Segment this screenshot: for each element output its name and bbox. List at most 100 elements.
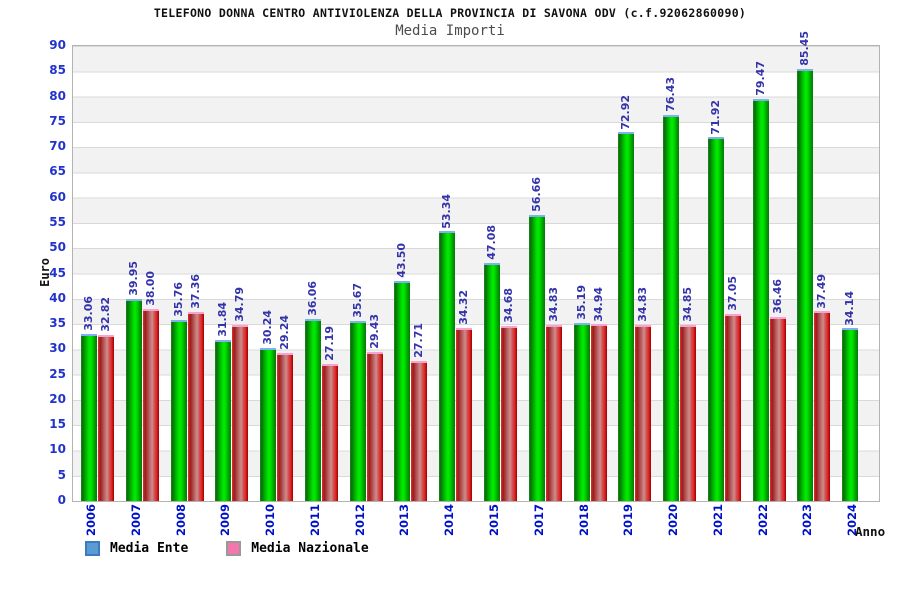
bar-group-2021: 71.92 37.05 <box>700 46 745 501</box>
value-label-media-ente-2013: 43.50 <box>395 243 409 279</box>
bar-media-nazionale-2009[interactable] <box>232 325 249 501</box>
x-tick-2021: 2021 <box>710 504 725 537</box>
bar-media-ente-2011[interactable] <box>304 318 321 501</box>
bar-media-nazionale-2011[interactable] <box>321 363 338 501</box>
bar-media-nazionale-2006[interactable] <box>98 335 114 501</box>
bar-media-ente-2024[interactable] <box>842 328 859 501</box>
bar-media-ente-2021[interactable] <box>707 137 724 501</box>
bar-media-nazionale-2007[interactable] <box>142 308 159 501</box>
bar-group-2013: 43.50 27.71 <box>386 46 431 501</box>
value-label-media-nazionale-2011: 27.19 <box>322 325 336 361</box>
value-label-media-nazionale-2007: 38.00 <box>143 271 157 306</box>
legend-item-media-nazionale[interactable]: Media Nazionale <box>226 541 369 556</box>
bar-group-2015: 47.08 34.68 <box>476 46 521 501</box>
bar-media-ente-2009[interactable] <box>215 340 232 501</box>
bar-group-2012: 35.67 29.43 <box>342 46 387 501</box>
bar-media-nazionale-2008[interactable] <box>187 312 204 501</box>
bar-media-ente-2014[interactable] <box>439 231 456 501</box>
y-tick-90: 90 <box>49 38 66 52</box>
y-tick-15: 15 <box>49 417 66 432</box>
value-label-media-ente-2023: 85.45 <box>798 31 812 67</box>
value-label-media-nazionale-2013: 27.71 <box>412 323 426 358</box>
y-tick-60: 60 <box>49 189 66 204</box>
x-tick-2019: 2019 <box>621 504 636 537</box>
legend-label: Media Ente <box>110 541 189 556</box>
value-label-media-nazionale-2019: 34.83 <box>636 287 650 322</box>
value-label-media-nazionale-2023: 37.49 <box>815 273 829 309</box>
bar-group-2024: 34.14 <box>834 46 879 501</box>
chart-title: TELEFONO DONNA CENTRO ANTIVIOLENZA DELLA… <box>153 6 747 20</box>
x-tick-2017: 2017 <box>531 504 546 537</box>
value-label-media-nazionale-2021: 37.05 <box>725 275 739 311</box>
value-label-media-ente-2010: 30.24 <box>261 310 275 346</box>
x-tick-2020: 2020 <box>666 504 681 537</box>
bar-media-nazionale-2019[interactable] <box>635 324 652 501</box>
bar-media-nazionale-2021[interactable] <box>724 313 741 501</box>
value-label-media-ente-2009: 31.84 <box>216 302 230 338</box>
bar-media-nazionale-2022[interactable] <box>769 316 786 501</box>
bar-group-2009: 31.84 34.79 <box>207 46 252 501</box>
value-label-media-ente-2018: 35.19 <box>574 285 588 321</box>
value-label-media-nazionale-2012: 29.43 <box>367 314 381 350</box>
bar-media-nazionale-2018[interactable] <box>590 324 607 501</box>
bar-media-ente-2006[interactable] <box>81 333 97 501</box>
x-tick-2018: 2018 <box>576 504 591 537</box>
x-tick-2009: 2009 <box>218 504 233 537</box>
x-tick-2013: 2013 <box>397 504 412 537</box>
bar-media-ente-2007[interactable] <box>125 299 142 501</box>
y-tick-50: 50 <box>49 240 66 255</box>
bar-media-ente-2017[interactable] <box>528 214 545 501</box>
bar-media-nazionale-2023[interactable] <box>814 311 831 501</box>
x-tick-2014: 2014 <box>442 504 457 537</box>
legend: Media Ente Media Nazionale <box>85 541 369 556</box>
value-label-media-nazionale-2018: 34.94 <box>591 286 605 322</box>
bar-media-ente-2023[interactable] <box>797 69 814 501</box>
bar-media-nazionale-2017[interactable] <box>545 324 562 501</box>
bar-media-nazionale-2013[interactable] <box>411 360 428 501</box>
legend-swatch-icon <box>85 541 100 556</box>
bar-media-ente-2022[interactable] <box>752 99 769 501</box>
bar-group-2006: 33.06 32.82 <box>73 46 118 501</box>
value-label-media-nazionale-2010: 29.24 <box>278 315 292 351</box>
value-label-media-ente-2024: 34.14 <box>843 290 857 326</box>
x-tick-2022: 2022 <box>755 504 770 537</box>
x-tick-2015: 2015 <box>487 504 501 537</box>
y-tick-65: 65 <box>49 164 66 179</box>
x-tick-2023: 2023 <box>800 504 815 537</box>
y-tick-25: 25 <box>49 366 66 381</box>
bar-media-ente-2020[interactable] <box>663 114 680 501</box>
bar-media-nazionale-2015[interactable] <box>501 325 517 501</box>
bar-media-ente-2010[interactable] <box>260 348 277 501</box>
value-label-media-ente-2011: 36.06 <box>305 280 319 316</box>
bar-media-ente-2013[interactable] <box>394 281 411 501</box>
value-label-media-nazionale-2015: 34.68 <box>502 287 515 323</box>
bar-media-nazionale-2014[interactable] <box>456 327 473 501</box>
y-tick-5: 5 <box>57 467 66 482</box>
legend-item-media-ente[interactable]: Media Ente <box>85 541 188 556</box>
x-tick-2007: 2007 <box>128 504 143 537</box>
value-label-media-ente-2017: 56.66 <box>529 176 543 212</box>
x-axis-label: Anno <box>855 524 886 539</box>
bar-media-nazionale-2020[interactable] <box>680 324 697 501</box>
value-label-media-ente-2020: 76.43 <box>664 76 678 112</box>
value-label-media-nazionale-2008: 37.36 <box>188 274 202 310</box>
x-tick-2012: 2012 <box>352 504 367 537</box>
bar-media-ente-2012[interactable] <box>349 320 366 501</box>
value-label-media-nazionale-2017: 34.83 <box>546 287 560 322</box>
x-tick-2008: 2008 <box>173 504 188 537</box>
y-axis-ticks: 0 5 10 15 20 25 30 35 40 45 50 55 60 65 70 75 80 85 90 <box>24 38 66 507</box>
value-label-media-ente-2007: 39.95 <box>126 261 140 297</box>
value-label-media-nazionale-2020: 34.85 <box>681 287 695 322</box>
bar-group-2014: 53.34 34.32 <box>431 46 476 501</box>
bar-group-2018: 35.19 34.94 <box>566 46 611 501</box>
bar-media-ente-2008[interactable] <box>170 320 187 501</box>
chart-subtitle: Media Importi <box>395 23 505 39</box>
bar-media-nazionale-2010[interactable] <box>277 353 294 501</box>
bar-media-ente-2019[interactable] <box>618 132 635 501</box>
bar-media-nazionale-2012[interactable] <box>366 352 383 501</box>
bar-media-ente-2015[interactable] <box>484 263 500 501</box>
x-axis-labels: 2006 2007 2008 2009 2010 2011 2012 2013 2014 2015… <box>72 504 878 544</box>
bar-media-ente-2018[interactable] <box>573 323 590 501</box>
y-tick-20: 20 <box>49 391 66 406</box>
value-label-media-ente-2021: 71.92 <box>708 99 722 135</box>
